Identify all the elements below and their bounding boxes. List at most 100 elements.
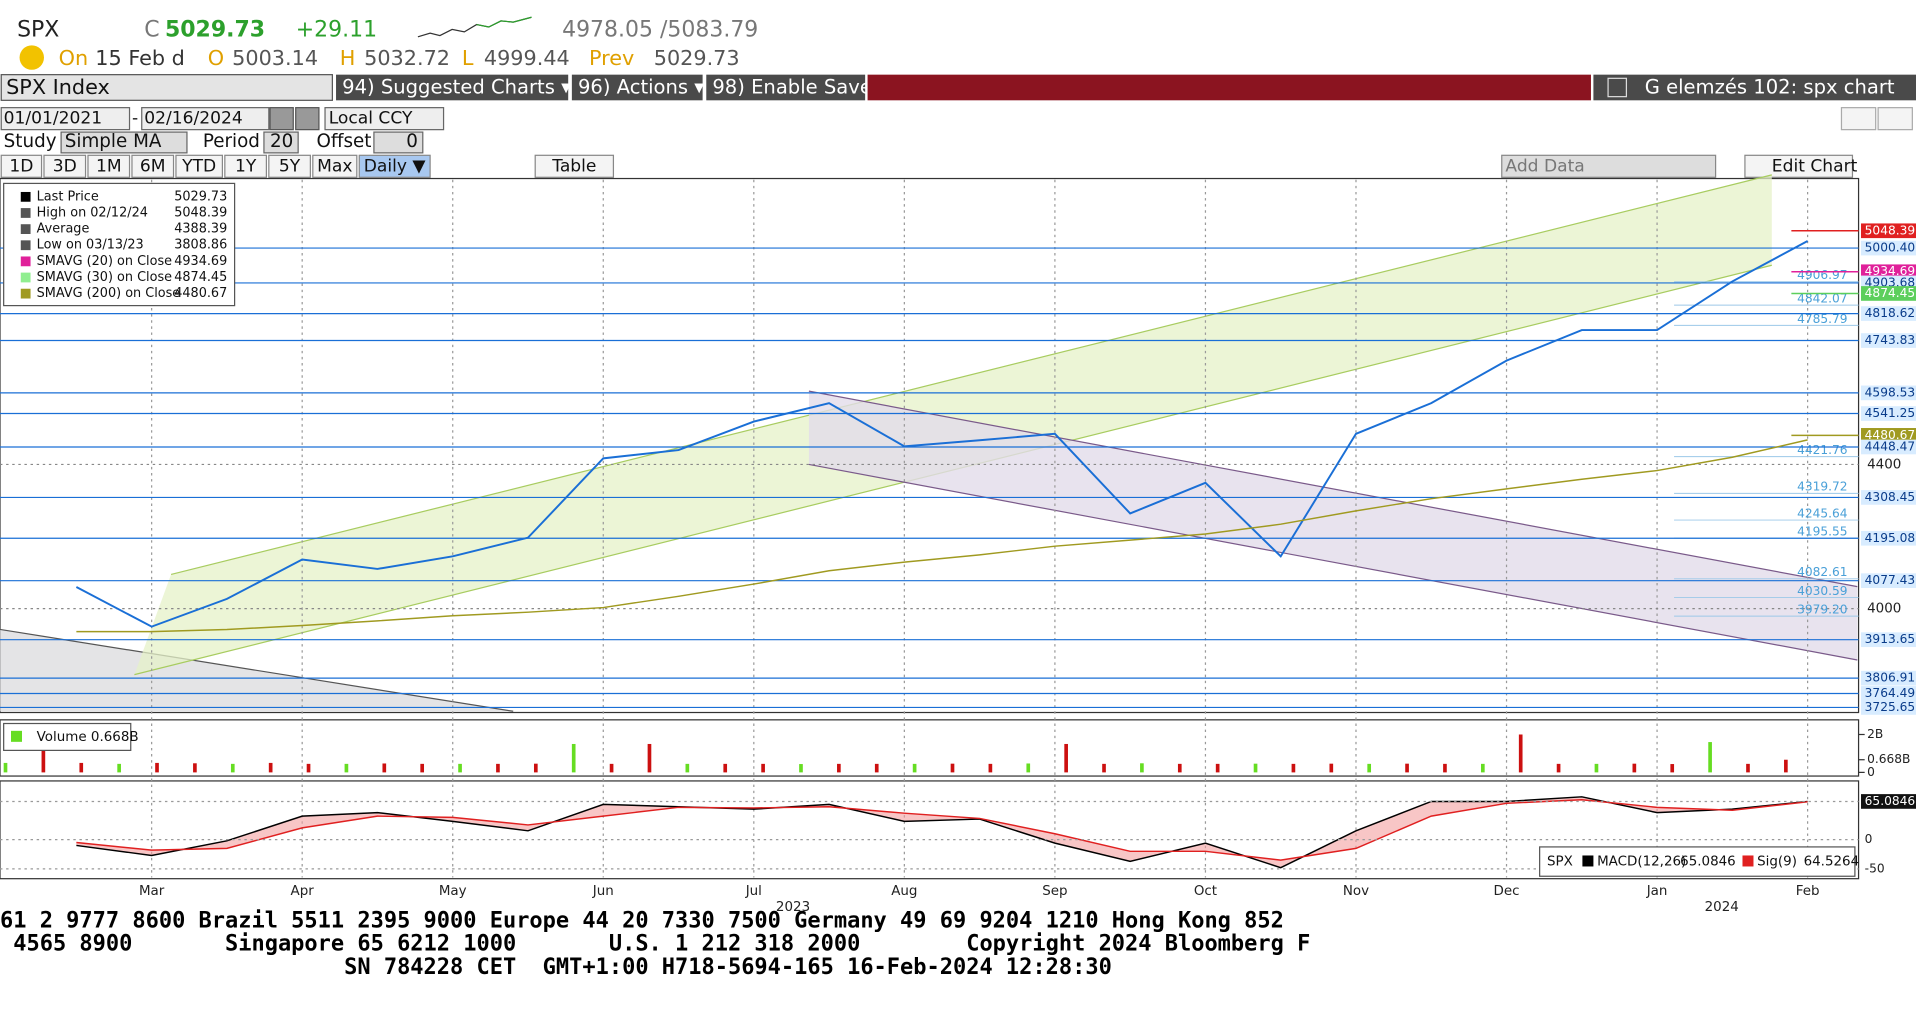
volume-bar <box>230 763 235 773</box>
level-label: 4541.25 <box>1865 406 1915 420</box>
menu-button[interactable] <box>571 74 703 101</box>
legend-swatch <box>20 272 31 283</box>
x-tick-label: May <box>439 884 467 899</box>
level-label: 4903.68 <box>1865 275 1915 289</box>
level-box <box>1861 306 1916 321</box>
date-box[interactable] <box>0 107 131 131</box>
level-label: 4818.62 <box>1865 306 1915 320</box>
edit-chart-button[interactable] <box>1744 154 1854 178</box>
volume-title: Volume 0.668B <box>37 730 139 745</box>
volume-bar <box>1253 763 1258 773</box>
range-button[interactable] <box>175 154 224 178</box>
sparkline-up <box>476 16 532 28</box>
year-label: 2023 <box>776 900 810 915</box>
date-box[interactable] <box>141 107 270 131</box>
legend-swatch <box>20 256 31 267</box>
open-label: O <box>208 46 224 70</box>
offset: 0 <box>406 131 418 152</box>
undo-button[interactable] <box>1840 107 1877 131</box>
volume-bar <box>950 763 955 773</box>
volume-bar <box>1140 763 1144 773</box>
level-box <box>1861 700 1916 715</box>
range-button[interactable] <box>312 154 358 178</box>
legend-swatch <box>20 240 31 251</box>
menu-button[interactable] <box>336 74 569 101</box>
add-data-box[interactable] <box>1501 154 1717 178</box>
date: 15 Feb d <box>95 46 185 70</box>
macd-name: MACD(12,26) <box>1597 855 1686 870</box>
range-label: 3D <box>53 156 77 176</box>
inner-level-label: 4245.64 <box>1797 506 1848 520</box>
volume-bar <box>1329 763 1334 773</box>
level-box <box>1861 385 1916 401</box>
x-tick-label: Feb <box>1796 884 1820 899</box>
range-button[interactable] <box>268 154 311 178</box>
security: SPX Index <box>6 75 110 99</box>
study: Simple MA <box>65 131 162 152</box>
volume-bar <box>1443 763 1447 773</box>
x-tick-label: Sep <box>1042 884 1067 899</box>
level-box <box>1861 439 1916 455</box>
range-button[interactable] <box>358 154 431 178</box>
macd-swatch <box>1582 855 1594 867</box>
volume-bar <box>41 742 46 773</box>
security-box[interactable] <box>0 74 333 101</box>
legend-label: SMAVG (20) on Close <box>37 254 172 269</box>
range-button[interactable] <box>87 154 131 178</box>
study-box[interactable] <box>60 131 188 154</box>
legend-value: 3808.86 <box>174 238 227 253</box>
level-box <box>1861 333 1916 348</box>
prev-button[interactable] <box>269 107 294 131</box>
inner-level-label: 4785.79 <box>1797 312 1847 326</box>
ticker-line: 61 2 9777 8600 Brazil 5511 2395 9000 Eur… <box>0 908 1284 933</box>
level-box <box>1861 286 1916 301</box>
volume-bar <box>3 762 8 773</box>
volume-bar <box>1064 743 1068 773</box>
period-box[interactable] <box>263 131 299 154</box>
range-label: 6M <box>140 156 166 176</box>
level-label: 4743.83 <box>1865 333 1915 347</box>
alert-icon[interactable] <box>19 45 44 70</box>
period-label: Period <box>203 131 260 152</box>
inner-level-label: 4421.76 <box>1797 443 1847 457</box>
y-tick-label: 65.0846 <box>1865 794 1915 808</box>
inner-level-label: 4082.61 <box>1797 565 1847 579</box>
table-button[interactable] <box>534 154 615 178</box>
range-button[interactable] <box>0 154 43 178</box>
level-box <box>1861 686 1916 701</box>
level-label: 4874.45 <box>1865 286 1915 300</box>
offset-box[interactable] <box>373 131 424 154</box>
x-tick-label: Aug <box>891 884 917 899</box>
prev-label: Prev <box>589 46 634 70</box>
macd-title: SPX <box>1547 855 1573 870</box>
series-line <box>76 799 1808 861</box>
channel-line <box>170 174 1772 576</box>
range-button[interactable] <box>43 154 87 178</box>
range-label: 1Y <box>235 156 257 176</box>
y-tick-label: -50 <box>1865 861 1885 875</box>
export-icon[interactable] <box>1607 77 1628 98</box>
change: +29.11 <box>296 18 377 43</box>
start-date: 01/01/2021 <box>4 109 103 129</box>
menu-button[interactable] <box>706 74 866 101</box>
next-button[interactable] <box>295 107 320 131</box>
volume-bar <box>1784 759 1788 773</box>
series-line <box>76 439 1808 633</box>
window-title: G elemzés 102: spx chart <box>1645 76 1895 99</box>
currency-box[interactable] <box>324 107 445 131</box>
volume-legend <box>3 722 132 751</box>
volume-bar <box>1367 763 1372 773</box>
level-box <box>1861 264 1916 280</box>
legend-value: 5029.73 <box>174 189 227 204</box>
redo-button[interactable] <box>1877 107 1913 131</box>
volume-bar <box>1215 763 1220 773</box>
range-button[interactable] <box>131 154 175 178</box>
on: On <box>59 46 89 70</box>
level-label: 3764.49 <box>1865 686 1915 700</box>
range-button[interactable] <box>224 154 267 178</box>
volume-bar <box>609 763 614 773</box>
volume-bar <box>1670 764 1675 773</box>
volume-bar <box>1480 763 1485 773</box>
legend-value: 4480.67 <box>174 286 227 301</box>
volume-bar <box>837 763 841 773</box>
